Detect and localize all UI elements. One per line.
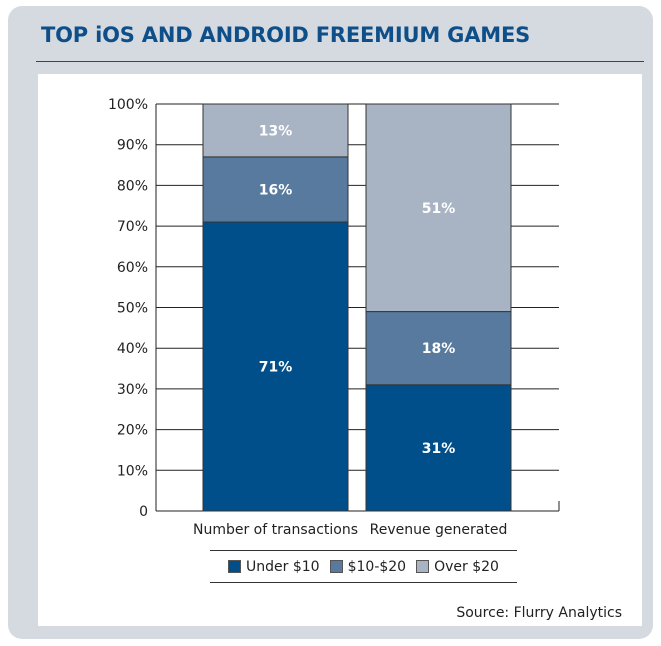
title-divider	[36, 61, 644, 62]
legend-label: Under $10	[246, 558, 320, 575]
y-tick-label: 20%	[117, 423, 148, 439]
y-tick-label: 80%	[117, 178, 148, 194]
y-tick-label: 10%	[117, 463, 148, 479]
bar-segment	[365, 103, 512, 313]
y-tick-label: 70%	[117, 219, 148, 235]
legend-label: Over $20	[434, 558, 499, 575]
source-note: Source: Flurry Analytics	[456, 605, 622, 621]
legend-swatch	[228, 560, 242, 573]
x-tick-label: Revenue generated	[370, 522, 508, 538]
data-label: 71%	[259, 360, 293, 376]
data-label: 16%	[259, 182, 293, 198]
x-tick-label: Number of transactions	[193, 522, 358, 538]
stacked-bar-chart: 0 10% 20% 30% 40% 50% 60% 70% 80% 90% 100% 71% 16% 13…	[108, 97, 560, 538]
bar-segment	[365, 384, 512, 512]
y-tick-label: 100%	[108, 97, 148, 113]
chart-legend: Under $10 $10-$20 Over $20	[210, 550, 517, 583]
y-tick-label: 60%	[117, 260, 148, 276]
legend-item: $10-$20	[329, 558, 407, 575]
chart-title: TOP iOS AND ANDROID FREEMIUM GAMES	[41, 23, 531, 47]
y-tick-label: 0	[139, 504, 148, 520]
data-label: 18%	[422, 341, 456, 357]
y-tick-label: 90%	[117, 138, 148, 154]
legend-item: Under $10	[228, 559, 320, 575]
bar-segment	[202, 221, 349, 512]
legend-swatch	[416, 560, 430, 573]
bar-segment	[202, 156, 349, 223]
y-tick-label: 50%	[117, 301, 148, 317]
chart-card: TOP iOS AND ANDROID FREEMIUM GAMES 0 10% 2…	[8, 6, 653, 639]
y-tick-label: 40%	[117, 341, 148, 357]
bar-segment	[365, 311, 512, 386]
legend-item: Over $20	[416, 559, 499, 575]
legend-swatch	[329, 560, 343, 573]
data-label: 31%	[422, 441, 456, 457]
data-label: 51%	[422, 201, 456, 217]
y-tick-label: 30%	[117, 382, 148, 398]
chart-panel: 0 10% 20% 30% 40% 50% 60% 70% 80% 90% 100% 71% 16% 13…	[38, 74, 642, 626]
legend-label: $10-$20	[347, 558, 407, 575]
bar-segment	[202, 103, 349, 158]
data-label: 13%	[259, 123, 293, 139]
